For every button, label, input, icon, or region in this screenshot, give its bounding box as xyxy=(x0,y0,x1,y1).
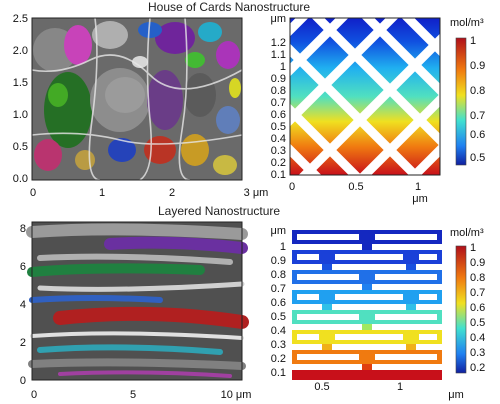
colorbar-tick: 0.4 xyxy=(470,332,485,344)
colorbar-tick: 0.3 xyxy=(470,347,485,359)
tick-label: 0.8 xyxy=(271,85,286,97)
grain-boundaries xyxy=(31,17,243,181)
simulation-house-of-cards xyxy=(289,17,441,176)
tick-label: 10 μm xyxy=(221,389,252,401)
tick-label: 1 xyxy=(280,241,286,253)
tick-label: 0.5 xyxy=(271,121,286,133)
tick-label: 6 xyxy=(20,261,26,273)
colorbar-tick: 0.8 xyxy=(470,272,485,284)
tick-label: 0.6 xyxy=(271,297,286,309)
colorbar-tick: 0.6 xyxy=(470,302,485,314)
simulation-layered xyxy=(292,230,442,380)
tick-label: 1.1 xyxy=(271,49,286,61)
brick-pores xyxy=(297,234,437,360)
tick-label: 0 xyxy=(20,375,26,387)
tick-label: 0.5 xyxy=(348,181,363,193)
tick-label: 0 xyxy=(31,389,37,401)
tick-label: 0.8 xyxy=(271,269,286,281)
tick-label: 0.4 xyxy=(271,325,286,337)
colorbar-tick: 0.2 xyxy=(470,362,485,374)
top-colorbar: mol/m³ 1 0.9 0.8 0.7 0.6 0.5 xyxy=(450,17,485,166)
top-right-x-axis: 0 0.5 1 μm xyxy=(289,181,428,205)
unit-label: μm xyxy=(412,193,428,205)
tick-label: 0.5 xyxy=(314,381,329,393)
top-left-y-axis: 2.5 2.0 1.5 1.0 0.5 0.0 xyxy=(13,13,28,185)
tick-label: 2.5 xyxy=(13,13,28,25)
tick-label: 0.7 xyxy=(271,97,286,109)
tick-label: 0 xyxy=(289,181,295,193)
colorbar-tick: 0.9 xyxy=(470,60,485,72)
colorbar-unit: mol/m³ xyxy=(450,17,484,29)
colorbar-tick: 0.5 xyxy=(470,317,485,329)
tick-label: 0.5 xyxy=(13,141,28,153)
tick-label: 0.2 xyxy=(271,353,286,365)
tick-label: 1 xyxy=(415,181,421,193)
bottom-left-y-axis: 8 6 4 2 0 xyxy=(20,223,26,387)
tick-label: 0.7 xyxy=(271,283,286,295)
colorbar-tick: 0.6 xyxy=(470,129,485,141)
tick-label: 0.2 xyxy=(271,157,286,169)
tick-label: 0.9 xyxy=(271,73,286,85)
tick-label: 1 xyxy=(397,381,403,393)
tick-label: 0.0 xyxy=(13,173,28,185)
tick-label: 0.6 xyxy=(271,109,286,121)
tick-label: 0.3 xyxy=(271,339,286,351)
sem-image-layered xyxy=(26,221,249,381)
bottom-left-x-axis: 0 5 10 μm xyxy=(31,389,251,401)
tick-label: 0.1 xyxy=(271,367,286,379)
top-title: House of Cards Nanostructure xyxy=(148,0,311,14)
tick-label: 1 xyxy=(280,61,286,73)
top-right-y-axis: μm 1.2 1.1 1 0.9 0.8 0.7 0.6 0.5 0.4 0.3… xyxy=(270,13,286,181)
unit-label: μm xyxy=(270,225,286,237)
unit-label: μm xyxy=(448,389,464,401)
tick-label: 0.3 xyxy=(271,145,286,157)
top-left-x-axis: 0 1 2 3 μm xyxy=(30,187,268,199)
bottom-title: Layered Nanostructure xyxy=(158,204,281,218)
bottom-right-x-axis: 0.5 1 μm xyxy=(314,381,463,401)
tick-label: 4 xyxy=(20,299,26,311)
colorbar-tick: 0.5 xyxy=(470,152,485,164)
colorbar-tick: 1 xyxy=(470,242,476,254)
colorbar-tick: 0.8 xyxy=(470,85,485,97)
tick-label: 2 xyxy=(20,337,26,349)
tick-label: 2 xyxy=(169,187,175,199)
tick-label: 1.0 xyxy=(13,109,28,121)
tick-label: 1.2 xyxy=(271,37,286,49)
layer-bands xyxy=(26,223,249,378)
tick-label: 8 xyxy=(20,223,26,235)
tick-label: 0.5 xyxy=(271,311,286,323)
tick-label: 0.9 xyxy=(271,255,286,267)
sem-image-house-of-cards xyxy=(31,17,243,181)
colorbar-tick: 0.7 xyxy=(470,110,485,122)
tick-label: 2.0 xyxy=(13,45,28,57)
bottom-right-y-axis: μm 1 0.9 0.8 0.7 0.6 0.5 0.4 0.3 0.2 0.1 xyxy=(270,225,286,379)
bottom-colorbar: mol/m³ 1 0.9 0.8 0.7 0.6 0.5 0.4 0.3 0.2 xyxy=(450,227,485,374)
tick-label: 1 xyxy=(99,187,105,199)
colorbar-tick: 0.9 xyxy=(470,257,485,269)
tick-label: 0 xyxy=(30,187,36,199)
unit-label: μm xyxy=(270,13,286,25)
tick-label: 3 μm xyxy=(244,187,269,199)
colorbar-unit: mol/m³ xyxy=(450,227,484,239)
tick-label: 5 xyxy=(130,389,136,401)
tick-label: 0.4 xyxy=(271,133,286,145)
tick-label: 1.5 xyxy=(13,77,28,89)
tick-label: 0.1 xyxy=(271,169,286,181)
colorbar-tick: 0.7 xyxy=(470,287,485,299)
pore-lattice xyxy=(290,18,440,175)
colorbar-tick: 1 xyxy=(470,35,476,47)
